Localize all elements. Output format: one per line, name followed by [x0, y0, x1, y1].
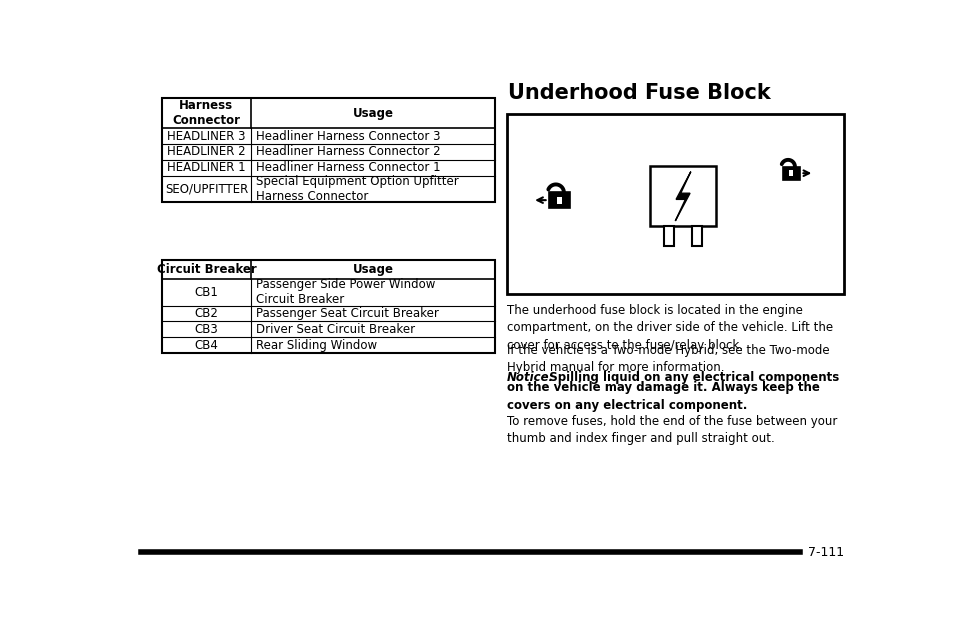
- Bar: [506, 114, 843, 295]
- Text: Headliner Harness Connector 1: Headliner Harness Connector 1: [255, 161, 440, 174]
- Text: Special Equipment Option Upfitter
Harness Connector: Special Equipment Option Upfitter Harnes…: [255, 175, 458, 203]
- Text: HEADLINER 1: HEADLINER 1: [167, 161, 246, 174]
- Text: Passenger Seat Circuit Breaker: Passenger Seat Circuit Breaker: [255, 307, 438, 320]
- Text: The underhood fuse block is located in the engine
compartment, on the driver sid: The underhood fuse block is located in t…: [506, 304, 832, 352]
- Bar: [663, 226, 674, 246]
- Text: HEADLINER 3: HEADLINER 3: [167, 130, 246, 142]
- Text: Harness
Connector: Harness Connector: [172, 99, 240, 127]
- Bar: [691, 226, 701, 246]
- Text: Rear Sliding Window: Rear Sliding Window: [255, 339, 376, 352]
- Text: Headliner Harness Connector 2: Headliner Harness Connector 2: [255, 145, 440, 158]
- Text: Circuit Breaker: Circuit Breaker: [156, 263, 256, 276]
- Text: CB4: CB4: [194, 339, 218, 352]
- Text: Usage: Usage: [353, 107, 394, 120]
- Text: Notice:: Notice:: [506, 371, 554, 385]
- Bar: [549, 193, 569, 208]
- Bar: [162, 98, 495, 202]
- Text: on the vehicle may damage it. Always keep the
covers on any electrical component: on the vehicle may damage it. Always kee…: [506, 382, 819, 412]
- Text: SEO/UPFITTER: SEO/UPFITTER: [165, 182, 248, 195]
- Text: 7-111: 7-111: [807, 546, 843, 559]
- Text: Underhood Fuse Block: Underhood Fuse Block: [508, 83, 770, 103]
- Text: Driver Seat Circuit Breaker: Driver Seat Circuit Breaker: [255, 323, 415, 336]
- Bar: [781, 167, 799, 180]
- Text: CB2: CB2: [194, 307, 218, 320]
- Text: If the vehicle is a Two-mode Hybrid, see the Two-mode
Hybrid manual for more inf: If the vehicle is a Two-mode Hybrid, see…: [506, 344, 828, 375]
- Bar: [788, 170, 792, 176]
- Text: CB3: CB3: [194, 323, 218, 336]
- Text: HEADLINER 2: HEADLINER 2: [167, 145, 246, 158]
- Text: To remove fuses, hold the end of the fuse between your
thumb and index finger an: To remove fuses, hold the end of the fus…: [506, 415, 836, 445]
- Text: Usage: Usage: [353, 263, 394, 276]
- Text: Headliner Harness Connector 3: Headliner Harness Connector 3: [255, 130, 439, 142]
- Bar: [649, 167, 716, 226]
- Text: Spilling liquid on any electrical components: Spilling liquid on any electrical compon…: [540, 371, 839, 385]
- Text: Passenger Side Power Window
Circuit Breaker: Passenger Side Power Window Circuit Brea…: [255, 278, 435, 306]
- Bar: [557, 197, 561, 204]
- Bar: [162, 260, 495, 353]
- Text: CB1: CB1: [194, 286, 218, 299]
- Polygon shape: [675, 172, 690, 221]
